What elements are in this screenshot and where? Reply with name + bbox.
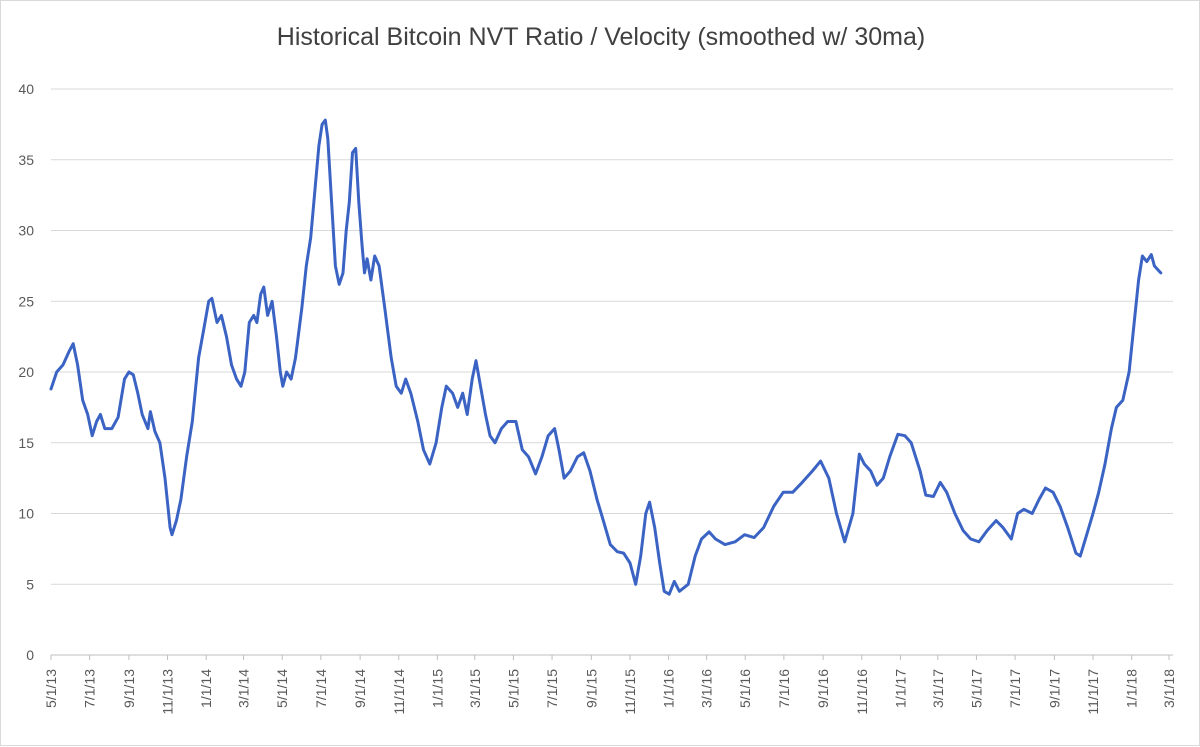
x-tick-label: 1/1/18 xyxy=(1124,669,1140,708)
y-tick-label: 5 xyxy=(26,576,34,592)
x-tick-label: 1/1/14 xyxy=(198,669,214,708)
x-tick-label: 9/1/13 xyxy=(121,669,137,708)
x-tick-label: 3/1/14 xyxy=(236,669,252,708)
y-tick-label: 15 xyxy=(18,435,34,451)
gridlines xyxy=(51,88,1173,656)
x-tick-label: 7/1/15 xyxy=(544,669,560,708)
y-tick-label: 10 xyxy=(18,506,34,522)
chart-title: Historical Bitcoin NVT Ratio / Velocity … xyxy=(276,23,926,51)
x-tick-label: 7/1/17 xyxy=(1007,669,1023,708)
x-tick-label: 3/1/16 xyxy=(699,669,715,708)
y-tick-label: 35 xyxy=(18,152,34,168)
x-tick-label: 1/1/17 xyxy=(892,669,908,708)
x-tick-label: 9/1/17 xyxy=(1046,669,1062,708)
y-tick-label: 30 xyxy=(18,223,34,239)
x-tick-label: 11/1/13 xyxy=(160,669,176,715)
x-tick-label: 5/1/16 xyxy=(737,669,753,708)
x-tick-label: 5/1/13 xyxy=(43,669,59,708)
x-tick-label: 11/1/15 xyxy=(622,669,638,715)
x-tick-label: 3/1/18 xyxy=(1161,669,1177,708)
x-tick-label: 9/1/15 xyxy=(583,669,599,708)
x-tick-label: 5/1/14 xyxy=(274,669,290,708)
series-layer xyxy=(49,118,1163,596)
x-tick-label: 3/1/17 xyxy=(930,669,946,708)
x-tick-label: 1/1/15 xyxy=(429,669,445,708)
x-tick-label: 11/1/16 xyxy=(854,669,870,715)
y-axis-tick-labels: 0 5 10 15 20 25 30 35 40 xyxy=(18,81,34,663)
x-tick-label: 3/1/15 xyxy=(467,669,483,708)
x-tick-label: 7/1/13 xyxy=(82,669,98,708)
x-tick-label: 1/1/16 xyxy=(661,669,677,708)
x-tick-label: 5/1/17 xyxy=(968,669,984,708)
y-tick-label: 25 xyxy=(18,293,34,309)
series-line-0 xyxy=(49,118,1163,596)
x-axis-tick-labels: 5/1/13 7/1/13 9/1/13 11/1/13 1/1/14 3/1/14 5/1… xyxy=(43,655,1177,715)
x-tick-label: 5/1/15 xyxy=(505,669,521,708)
x-tick-label: 9/1/14 xyxy=(352,669,368,708)
y-tick-label: 40 xyxy=(18,81,34,97)
x-tick-label: 7/1/14 xyxy=(313,669,329,708)
x-tick-label: 9/1/16 xyxy=(815,669,831,708)
y-tick-label: 20 xyxy=(18,364,34,380)
x-tick-label: 11/1/17 xyxy=(1085,669,1101,715)
y-tick-label: 0 xyxy=(26,647,34,663)
x-tick-label: 7/1/16 xyxy=(776,669,792,708)
x-tick-label: 11/1/14 xyxy=(391,669,407,715)
